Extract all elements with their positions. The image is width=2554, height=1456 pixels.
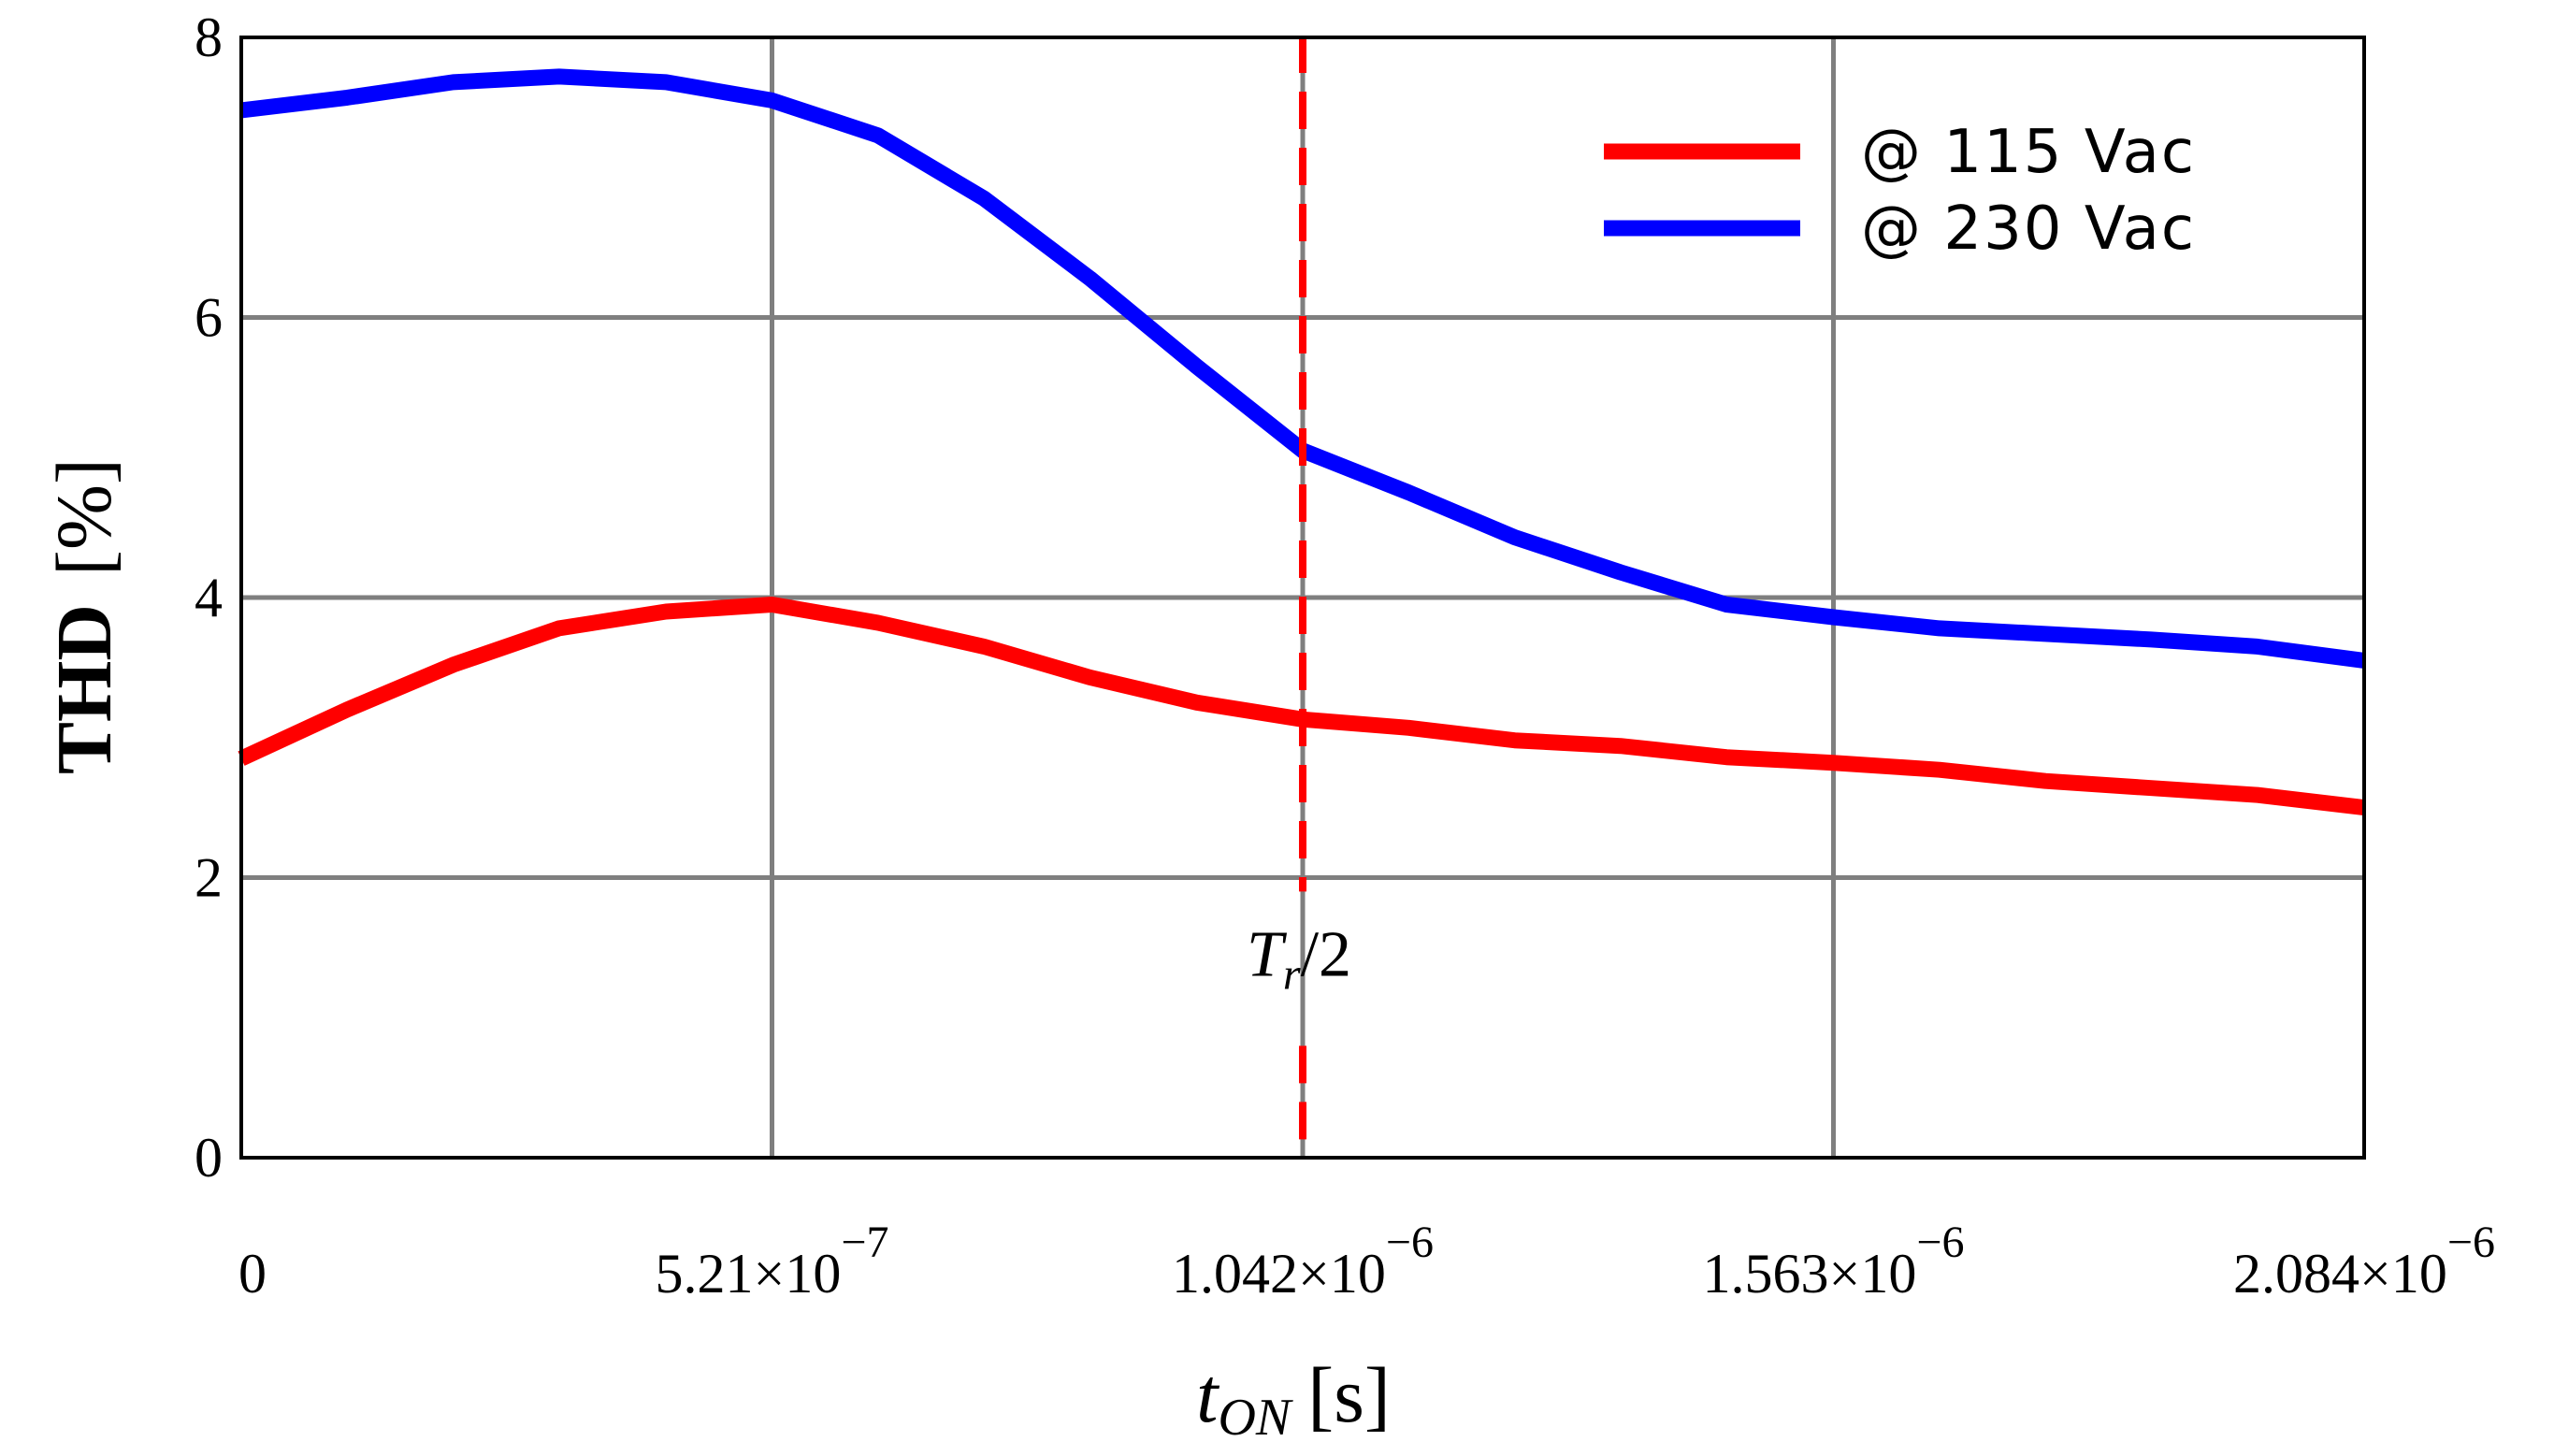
- x-tick-exponent: −6: [2447, 1218, 2495, 1267]
- x-tick-mantissa: 1.042×10: [1172, 1243, 1386, 1305]
- x-tick-labels: 0 5.21×10−71.042×10−61.563×10−62.084×10−6: [238, 1218, 2495, 1305]
- x-tick-mantissa: 5.21×10: [656, 1243, 842, 1305]
- vline-label: Tr/2: [1247, 918, 1351, 999]
- x-tick-mantissa: 2.084×10: [2233, 1243, 2447, 1305]
- x-axis-label-unit: [s]: [1307, 1352, 1391, 1439]
- y-axis-label-main: THD: [41, 604, 128, 774]
- y-tick-label: 2: [195, 847, 223, 909]
- legend: @ 115 Vac @ 230 Vac: [1604, 118, 2196, 264]
- vline-label-sub: r: [1283, 949, 1301, 999]
- x-axis-label: tON [s]: [1196, 1352, 1391, 1447]
- x-tick-mantissa: 1.563×10: [1703, 1243, 1917, 1305]
- y-axis-label: THD [%]: [41, 458, 128, 774]
- y-tick-label: 6: [195, 287, 223, 349]
- x-tick-exponent: −7: [841, 1218, 888, 1267]
- plot-frame: [239, 36, 2366, 1160]
- x-tick-mantissa: 0: [238, 1243, 267, 1305]
- x-axis-label-sub: ON: [1218, 1389, 1292, 1447]
- x-tick-label: 1.042×10−6: [1172, 1218, 1434, 1305]
- x-tick-exponent: −6: [1916, 1218, 1964, 1267]
- legend-label-1: @ 115 Vac: [1861, 118, 2196, 187]
- vline-label-rest: /2: [1301, 918, 1351, 990]
- y-axis-label-unit: [%]: [41, 458, 128, 576]
- y-tick-label: 8: [195, 7, 223, 68]
- x-axis-label-main: t: [1196, 1352, 1220, 1439]
- x-tick-label: 0: [238, 1243, 267, 1305]
- x-tick-label: 1.563×10−6: [1703, 1218, 1965, 1305]
- x-tick-label: 5.21×10−7: [656, 1218, 889, 1305]
- x-tick-label: 2.084×10−6: [2233, 1218, 2495, 1305]
- half-period-marker: Tr/2: [1247, 36, 1351, 1158]
- legend-label-2: @ 230 Vac: [1861, 195, 2196, 264]
- x-tick-exponent: −6: [1386, 1218, 1434, 1267]
- y-tick-label: 4: [195, 567, 223, 628]
- vline-label-main: T: [1247, 918, 1288, 990]
- y-tick-label: 0: [195, 1127, 223, 1189]
- y-tick-labels: 0 2 4 6 8: [195, 7, 223, 1189]
